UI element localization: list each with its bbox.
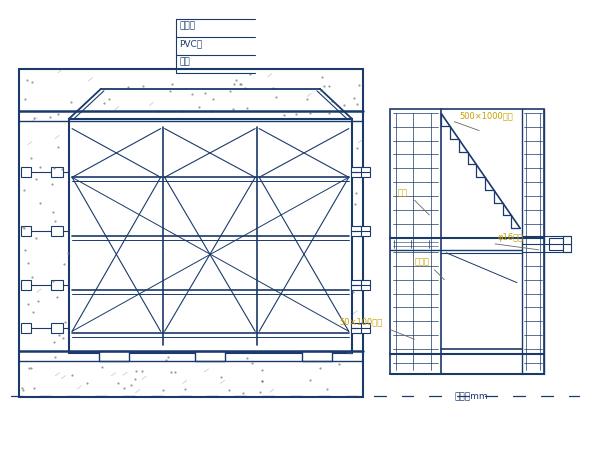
Bar xyxy=(21,324,31,333)
Bar xyxy=(19,69,363,397)
Bar xyxy=(351,226,361,236)
Bar xyxy=(21,167,31,177)
Text: 边管: 边管 xyxy=(398,188,407,197)
Bar xyxy=(51,279,63,290)
Text: 单位：mm: 单位：mm xyxy=(454,392,488,401)
Bar xyxy=(21,226,31,236)
Bar xyxy=(549,238,563,250)
Bar xyxy=(358,279,370,290)
Bar xyxy=(351,279,361,290)
Text: PVC管: PVC管 xyxy=(179,39,203,48)
Bar xyxy=(99,351,129,361)
Text: 50×100垫木: 50×100垫木 xyxy=(340,317,383,326)
Bar xyxy=(302,351,332,361)
Text: 混凝土: 混凝土 xyxy=(179,21,196,30)
Bar xyxy=(358,226,370,236)
Bar xyxy=(389,109,544,374)
Bar xyxy=(351,324,361,333)
Bar xyxy=(69,119,352,353)
Bar xyxy=(51,324,63,333)
Text: 500×1000木楔: 500×1000木楔 xyxy=(459,112,513,121)
Bar xyxy=(21,279,31,290)
Bar xyxy=(51,167,63,177)
Bar xyxy=(358,324,370,333)
Bar xyxy=(51,226,63,236)
Text: φ16螺栓: φ16螺栓 xyxy=(497,233,523,242)
Bar xyxy=(563,236,571,252)
Bar xyxy=(351,167,361,177)
Bar xyxy=(358,167,370,177)
Bar xyxy=(196,351,226,361)
Text: 木楔: 木楔 xyxy=(179,57,190,66)
Text: 穿孔板: 穿孔板 xyxy=(415,258,430,267)
